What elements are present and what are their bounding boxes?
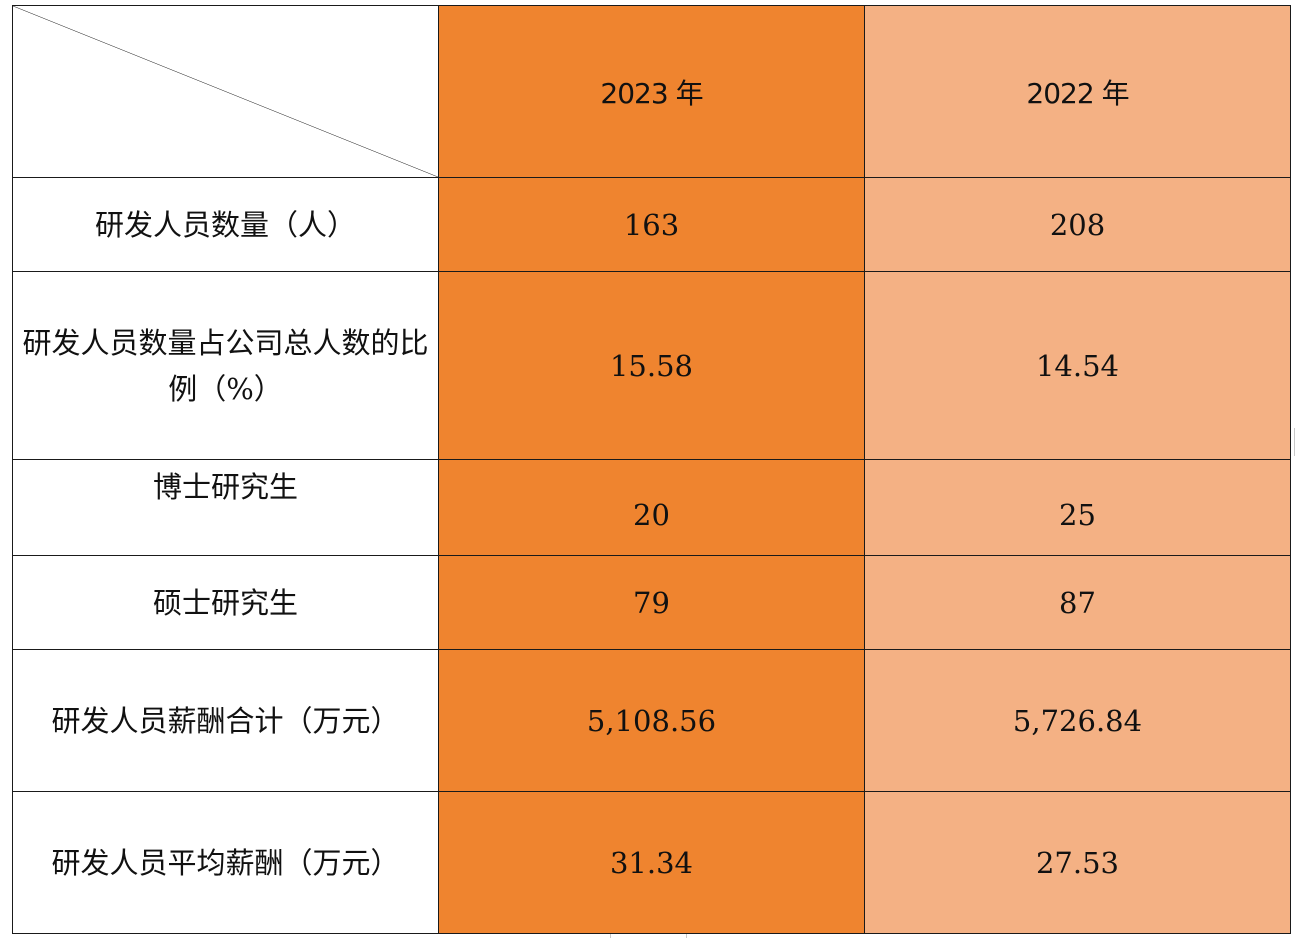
page-edge-mark	[686, 934, 687, 938]
header-2022: 2022 年	[864, 5, 1291, 178]
row-label-rd-ratio: 研发人员数量占公司总人数的比例（%）	[12, 271, 439, 460]
row-label-masters: 硕士研究生	[12, 555, 439, 650]
table-row: 硕士研究生 79 87	[12, 555, 1291, 650]
page-edge-mark	[610, 934, 611, 938]
value-2023-masters: 79	[438, 555, 865, 650]
value-2022-rd-ratio: 14.54	[864, 271, 1291, 460]
row-label-phd: 博士研究生	[12, 459, 439, 556]
value-2022-rd-headcount: 208	[864, 177, 1291, 272]
value-2023-total-salary: 5,108.56	[438, 649, 865, 792]
diagonal-corner-cell	[12, 5, 439, 178]
value-2022-masters: 87	[864, 555, 1291, 650]
value-2022-phd: 25	[864, 459, 1291, 556]
table-row: 研发人员数量占公司总人数的比例（%） 15.58 14.54	[12, 271, 1291, 460]
value-2023-phd: 20	[438, 459, 865, 556]
diagonal-line	[13, 6, 438, 177]
value-2023-rd-ratio: 15.58	[438, 271, 865, 460]
table-row: 研发人员薪酬合计（万元） 5,108.56 5,726.84	[12, 649, 1291, 792]
row-label-total-salary: 研发人员薪酬合计（万元）	[12, 649, 439, 792]
header-row: 2023 年 2022 年	[12, 5, 1291, 178]
value-2023-avg-salary: 31.34	[438, 791, 865, 934]
table-row: 研发人员数量（人） 163 208	[12, 177, 1291, 272]
table-row: 研发人员平均薪酬（万元） 31.34 27.53	[12, 791, 1291, 934]
rd-personnel-table: 2023 年 2022 年 研发人员数量（人） 163 208 研发人员数量占公…	[12, 5, 1291, 934]
value-2023-rd-headcount: 163	[438, 177, 865, 272]
row-label-rd-headcount: 研发人员数量（人）	[12, 177, 439, 272]
row-label-avg-salary: 研发人员平均薪酬（万元）	[12, 791, 439, 934]
page-edge-mark	[1294, 428, 1295, 456]
value-2022-avg-salary: 27.53	[864, 791, 1291, 934]
table-row: 博士研究生 20 25	[12, 459, 1291, 556]
value-2022-total-salary: 5,726.84	[864, 649, 1291, 792]
header-2023: 2023 年	[438, 5, 865, 178]
